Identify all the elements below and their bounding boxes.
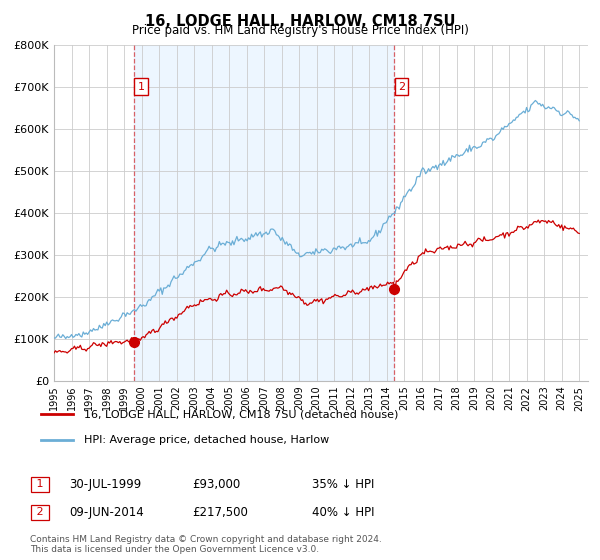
Text: 1: 1 bbox=[137, 82, 145, 92]
Text: £93,000: £93,000 bbox=[192, 478, 240, 491]
Text: 2: 2 bbox=[398, 82, 405, 92]
Text: HPI: Average price, detached house, Harlow: HPI: Average price, detached house, Harl… bbox=[84, 435, 329, 445]
Text: 35% ↓ HPI: 35% ↓ HPI bbox=[312, 478, 374, 491]
Text: 1: 1 bbox=[33, 479, 47, 489]
Text: Price paid vs. HM Land Registry's House Price Index (HPI): Price paid vs. HM Land Registry's House … bbox=[131, 24, 469, 37]
Text: Contains HM Land Registry data © Crown copyright and database right 2024.
This d: Contains HM Land Registry data © Crown c… bbox=[30, 535, 382, 554]
Text: £217,500: £217,500 bbox=[192, 506, 248, 519]
Text: 2: 2 bbox=[33, 507, 47, 517]
Text: 16, LODGE HALL, HARLOW, CM18 7SU: 16, LODGE HALL, HARLOW, CM18 7SU bbox=[145, 14, 455, 29]
Bar bbox=[134, 45, 394, 381]
Text: 16, LODGE HALL, HARLOW, CM18 7SU (detached house): 16, LODGE HALL, HARLOW, CM18 7SU (detach… bbox=[84, 409, 398, 419]
Text: 09-JUN-2014: 09-JUN-2014 bbox=[69, 506, 144, 519]
Text: 30-JUL-1999: 30-JUL-1999 bbox=[69, 478, 141, 491]
Text: 40% ↓ HPI: 40% ↓ HPI bbox=[312, 506, 374, 519]
